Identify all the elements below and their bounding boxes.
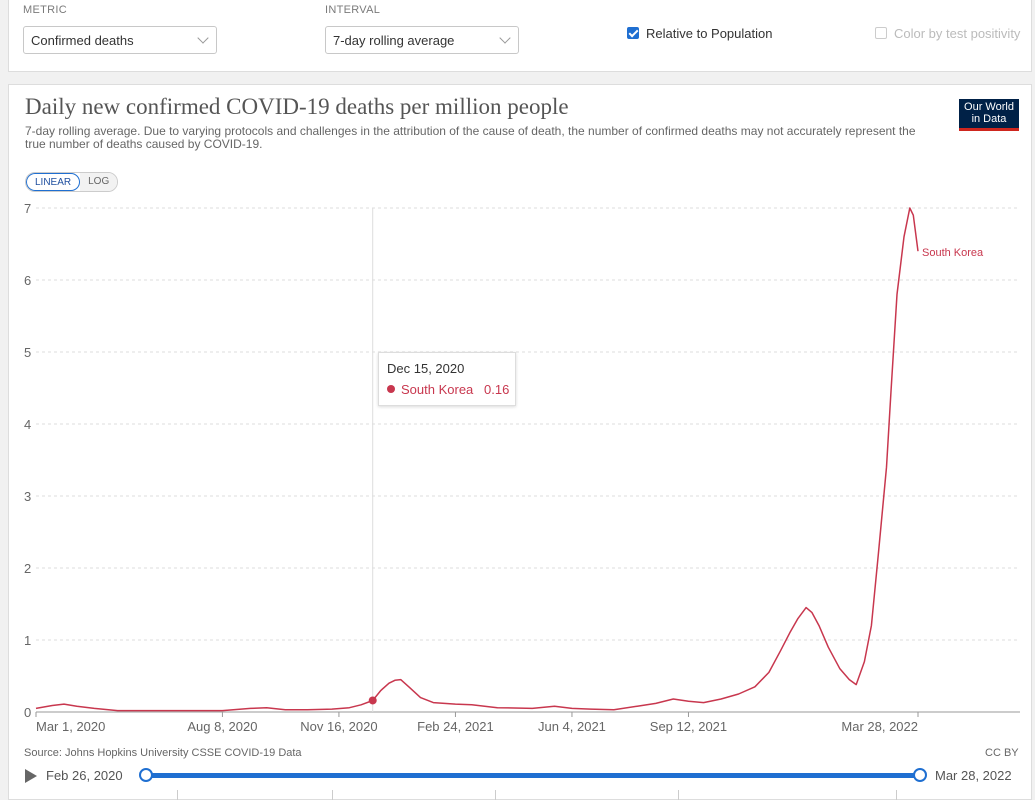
timeline-end-handle[interactable] (913, 768, 927, 782)
relative-to-population-checkbox[interactable] (627, 27, 639, 39)
tabs-strip (0, 790, 1035, 800)
series-label-south-korea: South Korea (922, 247, 984, 259)
chart-card: Daily new confirmed COVID-19 deaths per … (8, 84, 1032, 800)
timeline: Feb 26, 2020 Mar 28, 2022 (0, 762, 1035, 790)
tab-divider (678, 790, 679, 800)
scale-toggle: LINEAR LOG (25, 172, 119, 192)
color-by-positivity-checkbox[interactable] (875, 27, 887, 39)
tooltip-date: Dec 15, 2020 (387, 361, 465, 376)
y-tick-label: 3 (24, 489, 31, 504)
color-by-positivity-label[interactable]: Color by test positivity (894, 26, 1021, 41)
chart-title: Daily new confirmed COVID-19 deaths per … (25, 94, 569, 119)
y-tick-label: 6 (24, 273, 31, 288)
tab-divider (177, 790, 178, 800)
line-chart[interactable]: 0 1 2 3 4 5 6 7 Mar 1, 2020 Aug 8, 2020 Nov 16, 20… (0, 0, 1035, 760)
tab-divider (495, 790, 496, 800)
y-tick-label: 0 (24, 705, 31, 720)
tab-divider (332, 790, 333, 800)
play-icon[interactable] (25, 769, 37, 783)
y-tick-label: 7 (24, 201, 31, 216)
x-tick-label: Nov 16, 2020 (300, 719, 377, 734)
chart-subtitle: 7-day rolling average. Due to varying pr… (25, 124, 916, 151)
y-tick-label: 1 (24, 633, 31, 648)
relative-to-population-label[interactable]: Relative to Population (646, 26, 773, 41)
interval-select[interactable]: 7-day rolling average (325, 26, 519, 54)
timeline-track[interactable] (146, 773, 920, 778)
tab-divider (896, 790, 897, 800)
highlight-point[interactable] (368, 696, 377, 705)
y-tick-label: 4 (24, 417, 31, 432)
interval-select-value: 7-day rolling average (333, 33, 455, 48)
log-scale-button[interactable]: LOG (80, 173, 118, 191)
tooltip-series-name: South Korea (401, 382, 474, 397)
series-line-south-korea[interactable] (35, 207, 919, 712)
metric-label: METRIC (23, 4, 67, 16)
x-tick-label: Aug 8, 2020 (187, 719, 257, 734)
owid-logo[interactable]: Our World in Data (959, 99, 1019, 131)
x-tick-label: Mar 28, 2022 (841, 719, 918, 734)
license-note[interactable]: CC BY (985, 747, 1019, 759)
x-tick-label: Mar 1, 2020 (36, 719, 105, 734)
metric-select-value: Confirmed deaths (31, 33, 134, 48)
x-tick-label: Sep 12, 2021 (650, 719, 727, 734)
timeline-start-label: Feb 26, 2020 (46, 768, 123, 783)
x-tick-label: Jun 4, 2021 (538, 719, 606, 734)
timeline-end-label: Mar 28, 2022 (935, 768, 1012, 783)
timeline-start-handle[interactable] (139, 768, 153, 782)
y-tick-label: 2 (24, 561, 31, 576)
tooltip-series-dot (387, 385, 395, 393)
controls-panel: METRIC Confirmed deaths INTERVAL 7-day r… (8, 0, 1032, 72)
interval-label: INTERVAL (325, 4, 381, 16)
metric-select[interactable]: Confirmed deaths (23, 26, 217, 54)
x-tick-label: Feb 24, 2021 (417, 719, 494, 734)
linear-scale-button[interactable]: LINEAR (26, 173, 81, 191)
y-tick-label: 5 (24, 345, 31, 360)
hover-tooltip: Dec 15, 2020 South Korea 0.16 (378, 352, 516, 406)
source-note[interactable]: Source: Johns Hopkins University CSSE CO… (24, 747, 302, 759)
tooltip-series-value: 0.16 (484, 382, 510, 397)
